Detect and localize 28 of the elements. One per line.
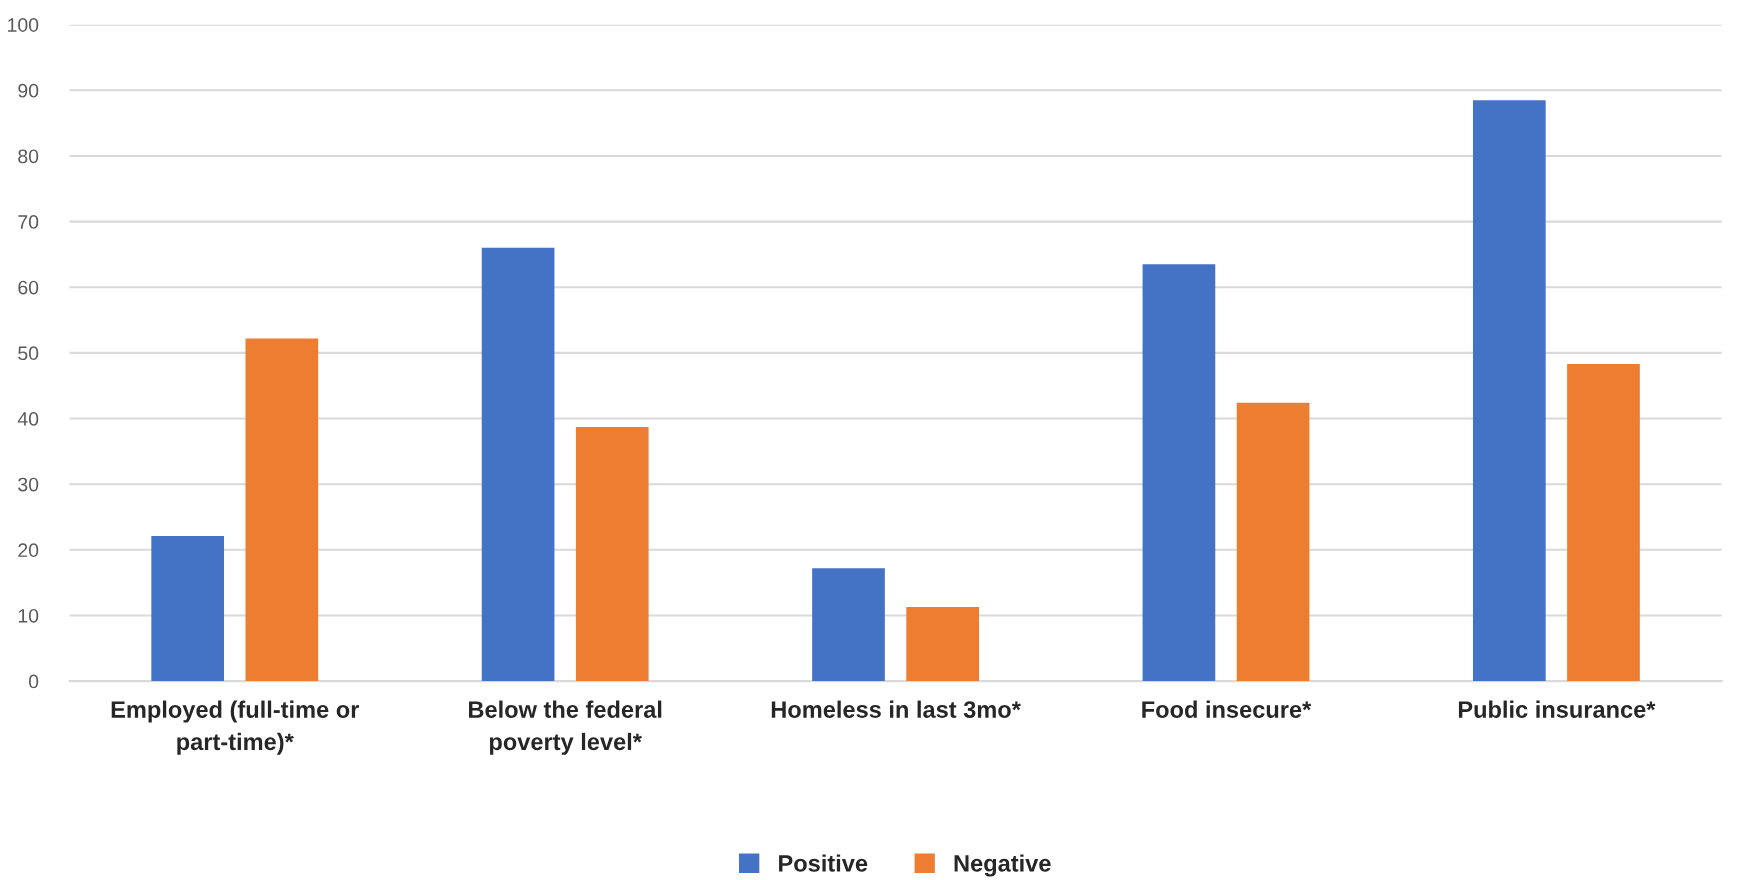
bar <box>575 427 649 682</box>
y-tick-label: 80 <box>18 149 39 164</box>
y-tick-label: 100 <box>8 18 39 32</box>
y-tick-label: 50 <box>18 346 39 361</box>
y-tick-label: 40 <box>17 412 39 426</box>
x-tick-label: Homeless in last 3mo* <box>771 700 1021 718</box>
y-tick-label: 60 <box>18 280 39 295</box>
y-tick-label: 70 <box>18 215 39 229</box>
legend-label: Negative <box>954 854 1051 877</box>
x-tick-label: Public insurance* <box>1458 700 1656 718</box>
y-tick-label: 30 <box>18 477 39 492</box>
bar <box>812 568 885 682</box>
bar <box>151 536 225 682</box>
legend-label: Positive <box>779 854 868 872</box>
y-tick-label: 10 <box>18 608 39 623</box>
bar <box>906 606 980 682</box>
y-tick-label: 0 <box>28 674 39 689</box>
x-tick-label: Below the federal poverty level* <box>469 700 662 755</box>
bar <box>1567 364 1640 682</box>
bar <box>1472 100 1546 682</box>
x-tick-label: Food insecure* <box>1142 700 1312 718</box>
y-tick-label: 90 <box>18 83 39 98</box>
bar <box>1142 264 1216 682</box>
bar <box>481 247 555 682</box>
bar <box>1236 402 1310 682</box>
y-tick-label: 20 <box>18 543 39 558</box>
x-tick-label: Employed (full-time or part-time)* <box>111 700 360 755</box>
bar <box>245 338 319 682</box>
